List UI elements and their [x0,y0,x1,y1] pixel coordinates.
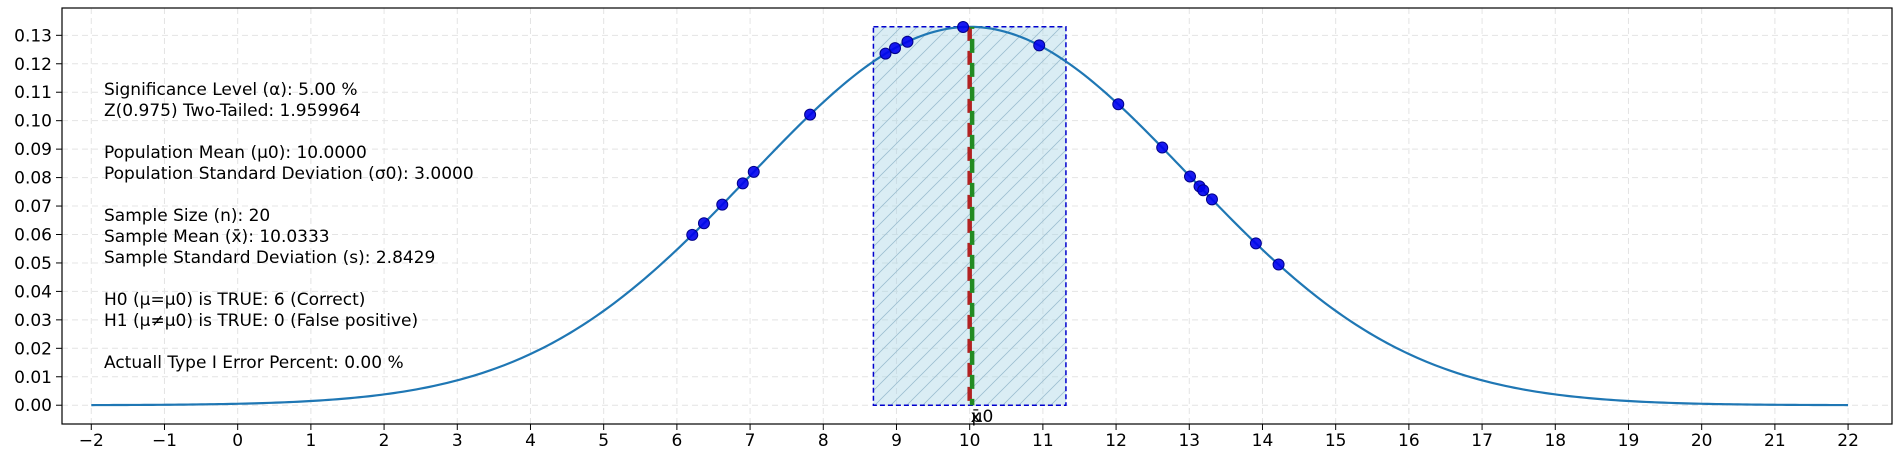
xbar-marker-label: x̄ [971,407,981,427]
sample-point [1112,98,1125,111]
sample-point [1184,170,1197,183]
stat-line: H1 (μ≠μ0) is TRUE: 0 (False positive) [104,311,418,331]
sample-point [901,35,914,48]
sample-point [1205,193,1218,206]
stat-line: Sample Standard Deviation (s): 2.8429 [104,248,435,268]
x-tick-label: 22 [1837,431,1859,451]
sample-point [804,108,817,121]
mean-lines [967,26,975,406]
x-tick-label: 13 [1178,431,1200,451]
x-tick-label: 21 [1764,431,1786,451]
y-tick-label: 0.08 [14,169,52,189]
x-tick-label: 14 [1252,431,1274,451]
x-tick-label: 9 [891,431,902,451]
x-tick-label: 19 [1618,431,1640,451]
stats-annotation: Significance Level (α): 5.00 %Z(0.975) T… [104,80,474,373]
stat-line: Actuall Type I Error Percent: 0.00 % [104,353,404,373]
x-tick-label: 3 [452,431,463,451]
y-tick-label: 0.05 [14,254,52,274]
stat-line: Z(0.975) Two-Tailed: 1.959964 [104,101,361,121]
x-tick-label: 7 [745,431,756,451]
x-tick-label: 17 [1471,431,1493,451]
plot-frame [61,7,1893,425]
y-tick-label: 0.10 [14,112,52,132]
sample-point [1033,39,1046,52]
y-tick-label: 0.13 [14,26,52,46]
sample-point [879,47,892,60]
y-tick-label: 0.03 [14,311,52,331]
mu0-marker-label: μ0 [972,407,994,427]
x-tick-label: 11 [1032,431,1054,451]
sample-point [1156,141,1169,154]
pdf-curve-layer [91,25,1849,407]
x-tick-label: 18 [1544,431,1566,451]
x-tick-label: 15 [1325,431,1347,451]
stat-line: Population Standard Deviation (σ0): 3.00… [104,164,474,184]
stat-line: H0 (μ=μ0) is TRUE: 6 (Correct) [104,290,365,310]
y-tick-label: 0.04 [14,282,52,302]
sample-point [889,42,902,55]
stat-line: Sample Size (n): 20 [104,206,270,226]
pdf-curve [91,25,1849,407]
x-tick-label: 1 [305,431,316,451]
sample-point [1197,184,1210,197]
sample-points [686,21,1285,271]
stat-line: Significance Level (α): 5.00 % [104,80,358,100]
y-tick-label: 0.07 [14,197,52,217]
sample-point [1249,237,1262,250]
tick-labels: −2 −1 0 1 2 3 4 5 6 7 8 9 10 11 12 13 14 15 16 17 18 19 20 21 22… [14,26,1859,451]
y-tick-label: 0.09 [14,140,52,160]
x-tick-label: 8 [818,431,829,451]
sample-point [716,198,729,211]
x-tick-label: 6 [671,431,682,451]
sample-point [697,217,710,230]
stat-line: Sample Mean (x̄): 10.0333 [104,227,330,247]
y-tick-label: 0.00 [14,396,52,416]
x-tick-label: 5 [598,431,609,451]
x-tick-label: −2 [79,431,104,451]
x-tick-label: 0 [232,431,243,451]
x-tick-label: 16 [1398,431,1420,451]
x-tick-label: 20 [1691,431,1713,451]
y-tick-label: 0.02 [14,339,52,359]
sample-point [747,165,760,178]
stat-line: Population Mean (μ0): 10.0000 [104,143,367,163]
sample-point [686,228,699,241]
axes [56,7,1893,430]
y-tick-label: 0.12 [14,55,52,75]
x-tick-label: 4 [525,431,536,451]
sample-point [1272,258,1285,271]
x-tick-label: 12 [1105,431,1127,451]
y-tick-label: 0.11 [14,83,52,103]
sample-point [957,21,970,34]
x-tick-label: −1 [152,431,177,451]
sample-point [736,177,749,190]
x-tick-label: 2 [379,431,390,451]
y-tick-label: 0.06 [14,225,52,245]
y-tick-label: 0.01 [14,368,52,388]
x-tick-label: 10 [959,431,981,451]
